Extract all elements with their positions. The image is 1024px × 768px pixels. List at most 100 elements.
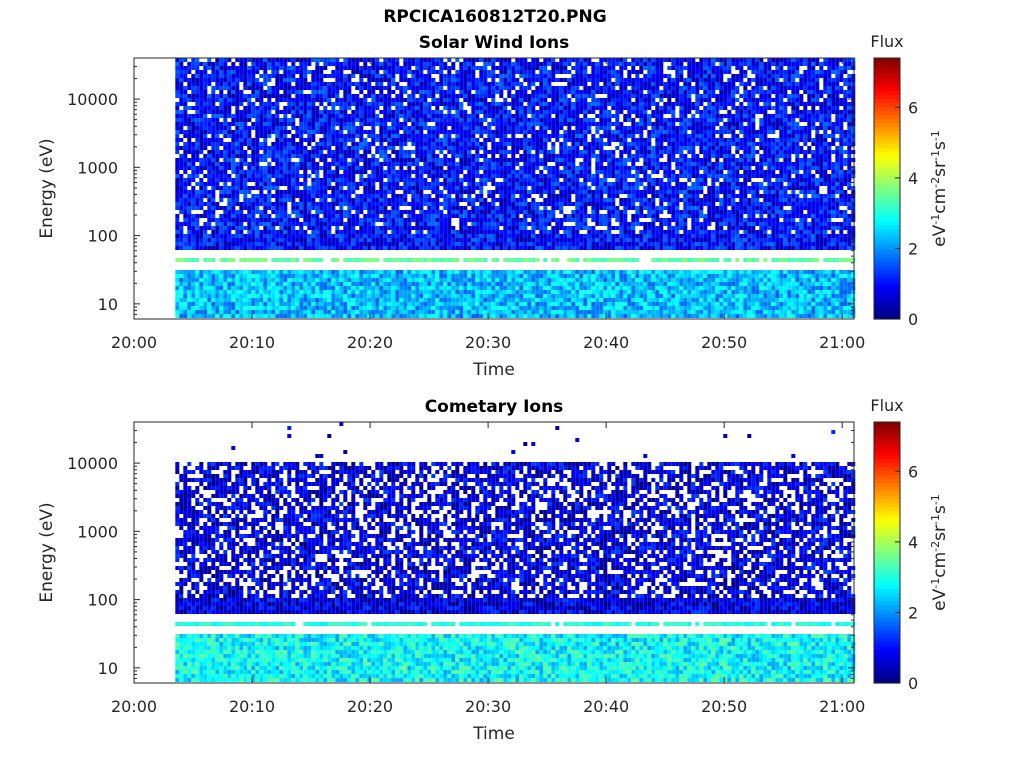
colorbar-segment — [874, 66, 900, 71]
colorbar-segment — [874, 237, 900, 243]
colorbar-segment — [874, 196, 900, 202]
colorbar-segment — [874, 495, 900, 501]
colorbar-segment — [874, 540, 900, 545]
colorbar-segment — [874, 426, 900, 431]
colorbar-segment — [874, 229, 900, 234]
colorbar-segment — [874, 642, 900, 647]
colorbar-segment — [874, 221, 900, 226]
colorbar-segment — [874, 658, 900, 664]
colorbar-segment — [874, 446, 900, 452]
colorbar-segment — [874, 438, 900, 443]
colorbar-segment — [874, 617, 900, 623]
colorbar-segment — [874, 200, 900, 206]
y-tick-label: 100 — [87, 227, 118, 246]
x-axis-label: Time — [472, 724, 515, 744]
colorbar-segment — [874, 139, 900, 145]
colorbar-segment — [874, 151, 900, 157]
colorbar-tick-label: 0 — [908, 674, 918, 693]
colorbar-segment — [874, 589, 900, 594]
colorbar-tick-label: 2 — [908, 603, 918, 622]
colorbar-box — [873, 57, 901, 320]
colorbar-segment — [874, 564, 900, 570]
colorbar-segment — [874, 621, 900, 627]
colorbar-segment — [874, 245, 900, 251]
colorbar-segment — [874, 115, 900, 120]
colorbar-segment — [874, 62, 900, 67]
y-tick-label: 10000 — [67, 90, 118, 109]
colorbar-box — [873, 421, 901, 684]
colorbar-segment — [874, 184, 900, 190]
colorbar-segment — [874, 135, 900, 141]
x-tick-label: 20:20 — [347, 333, 393, 352]
colorbar-segment — [874, 310, 900, 316]
panel1-title: Solar Wind Ions — [418, 33, 570, 53]
colorbar-segment — [874, 217, 900, 222]
colorbar-segment — [874, 576, 900, 582]
colorbar-segment — [874, 90, 900, 96]
colorbar-segment — [874, 172, 900, 177]
colorbar-segment — [874, 678, 900, 684]
colorbar-segment — [874, 233, 900, 239]
colorbar-segment — [874, 503, 900, 509]
colorbar-segment — [874, 568, 900, 574]
colorbar-segment — [874, 192, 900, 198]
colorbar-segment — [874, 119, 900, 124]
colorbar-segment — [874, 511, 900, 517]
colorbar-segment — [874, 241, 900, 247]
colorbar-segment — [874, 523, 900, 529]
colorbar-segment — [874, 466, 900, 472]
y-axis-label: Energy (eV) — [37, 502, 57, 602]
colorbar-segment — [874, 609, 900, 615]
x-tick-label: 21:00 — [819, 333, 865, 352]
colorbar-segment — [874, 454, 900, 460]
colorbar-segment — [874, 106, 900, 112]
y-axis-label: Energy (eV) — [37, 138, 57, 238]
y-tick-label: 1000 — [77, 522, 118, 541]
colorbar-segment — [874, 188, 900, 194]
colorbar-segment — [874, 528, 900, 533]
colorbar-segment — [874, 155, 900, 161]
colorbar-segment — [874, 601, 900, 607]
colorbar-tick-label: 0 — [908, 310, 918, 329]
colorbar-segment — [874, 629, 900, 635]
colorbar-tick-label: 2 — [908, 239, 918, 258]
colorbar-segment — [874, 650, 900, 656]
colorbar-segment — [874, 442, 900, 448]
panel2-title: Cometary Ions — [424, 397, 564, 417]
colorbar-2 — [874, 422, 900, 684]
colorbar-segment — [874, 654, 900, 660]
colorbar-segment — [874, 560, 900, 566]
x-tick-label: 20:50 — [701, 697, 747, 716]
colorbar-segment — [874, 552, 900, 558]
colorbar-segment — [874, 274, 900, 279]
colorbar-segment — [874, 634, 900, 639]
x-tick-label: 20:40 — [583, 333, 629, 352]
colorbar-segment — [874, 597, 900, 603]
colorbar-segment — [874, 507, 900, 513]
colorbar-tick-label: 6 — [908, 462, 918, 481]
colorbar-segment — [874, 70, 900, 75]
y-tick-label: 100 — [87, 591, 118, 610]
colorbar-segment — [874, 662, 900, 668]
x-tick-label: 21:00 — [819, 697, 865, 716]
colorbar-segment — [874, 176, 900, 181]
colorbar-title: Flux — [870, 32, 903, 51]
y-tick-label: 10 — [98, 659, 118, 678]
colorbar-segment — [874, 265, 900, 271]
colorbar-segment — [874, 208, 900, 214]
colorbar-segment — [874, 548, 900, 554]
colorbar-segment — [874, 143, 900, 149]
colorbar-segment — [874, 491, 900, 497]
colorbar-segment — [874, 123, 900, 128]
colorbar-segment — [874, 674, 900, 680]
x-tick-label: 20:10 — [229, 333, 275, 352]
colorbar-segment — [874, 532, 900, 537]
colorbar-segment — [874, 204, 900, 210]
colorbar-segment — [874, 499, 900, 505]
colorbar-1 — [874, 58, 900, 320]
x-tick-label: 20:30 — [465, 333, 511, 352]
x-tick-label: 20:10 — [229, 697, 275, 716]
colorbar-segment — [874, 515, 900, 521]
colorbar-segment — [874, 98, 900, 104]
